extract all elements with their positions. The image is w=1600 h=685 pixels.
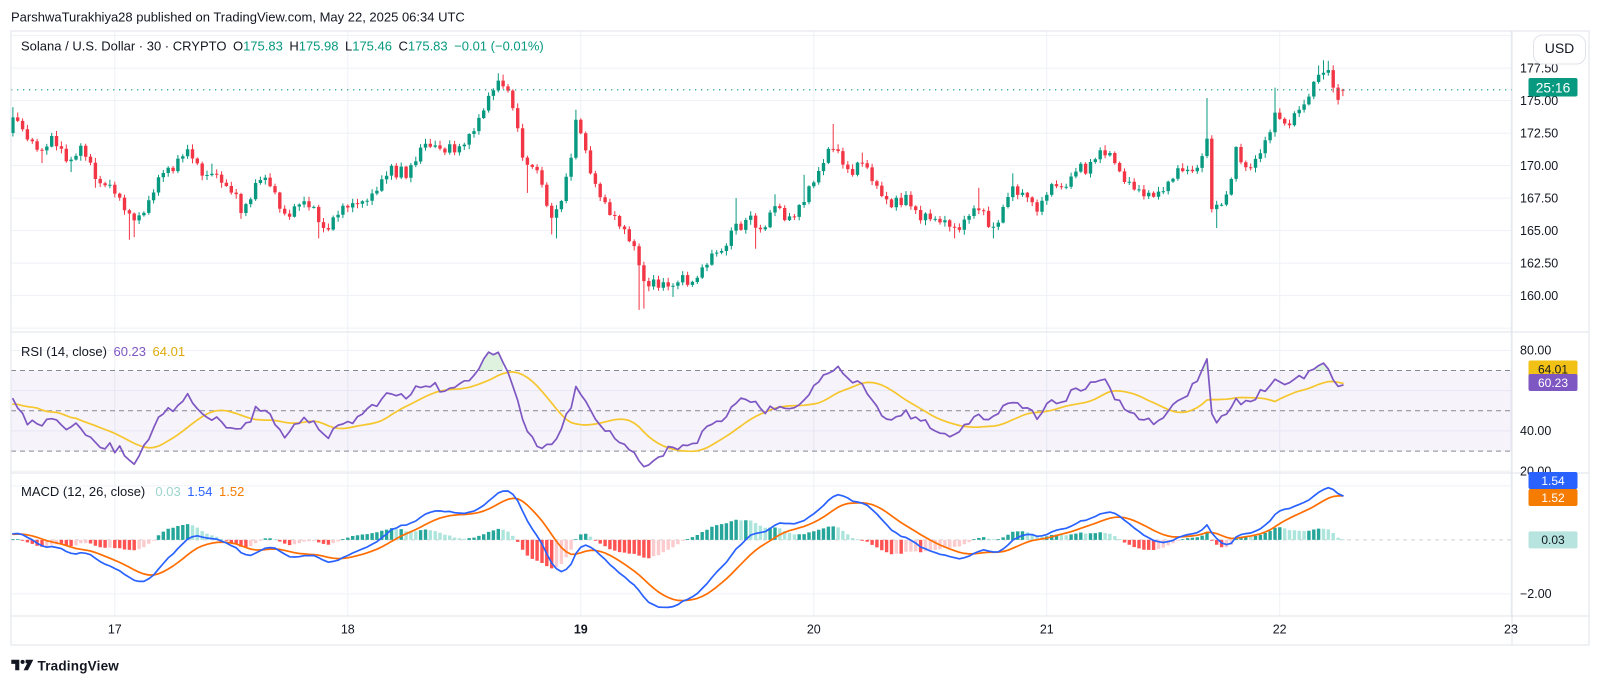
- svg-text:64.01: 64.01: [1538, 362, 1568, 376]
- svg-text:20: 20: [807, 623, 821, 637]
- svg-text:Solana / U.S. Dollar · 30 · CR: Solana / U.S. Dollar · 30 · CRYPTO O175.…: [21, 39, 544, 54]
- svg-text:80.00: 80.00: [1520, 344, 1551, 358]
- svg-text:22: 22: [1273, 623, 1287, 637]
- svg-text:18: 18: [341, 623, 355, 637]
- svg-text:165.00: 165.00: [1520, 224, 1558, 238]
- svg-text:MACD (12, 26, close) 0.03 1.5: MACD (12, 26, close) 0.03 1.54 1.52: [21, 484, 244, 499]
- svg-text:60.23: 60.23: [1538, 376, 1568, 390]
- svg-text:177.50: 177.50: [1520, 61, 1558, 75]
- svg-text:RSI (14, close) 60.23 64.01: RSI (14, close) 60.23 64.01: [21, 344, 185, 359]
- svg-text:21: 21: [1040, 623, 1054, 637]
- svg-text:172.50: 172.50: [1520, 126, 1558, 140]
- svg-text:162.50: 162.50: [1520, 256, 1558, 270]
- svg-text:TradingView: TradingView: [38, 659, 120, 674]
- svg-text:0.03: 0.03: [1541, 533, 1565, 547]
- svg-text:−2.00: −2.00: [1520, 587, 1552, 601]
- svg-text:160.00: 160.00: [1520, 289, 1558, 303]
- svg-text:40.00: 40.00: [1520, 424, 1551, 438]
- svg-text:ParshwaTurakhiya28 published o: ParshwaTurakhiya28 published on TradingV…: [11, 10, 465, 25]
- svg-text:1.54: 1.54: [1541, 474, 1565, 488]
- svg-text:USD: USD: [1545, 40, 1575, 56]
- svg-text:175.00: 175.00: [1520, 94, 1558, 108]
- svg-text:17: 17: [108, 623, 122, 637]
- svg-text:170.00: 170.00: [1520, 159, 1558, 173]
- svg-text:25:16: 25:16: [1536, 80, 1571, 95]
- svg-text:23: 23: [1504, 623, 1518, 637]
- svg-text:167.50: 167.50: [1520, 191, 1558, 205]
- svg-text:19: 19: [574, 623, 588, 637]
- svg-text:1.52: 1.52: [1541, 491, 1565, 505]
